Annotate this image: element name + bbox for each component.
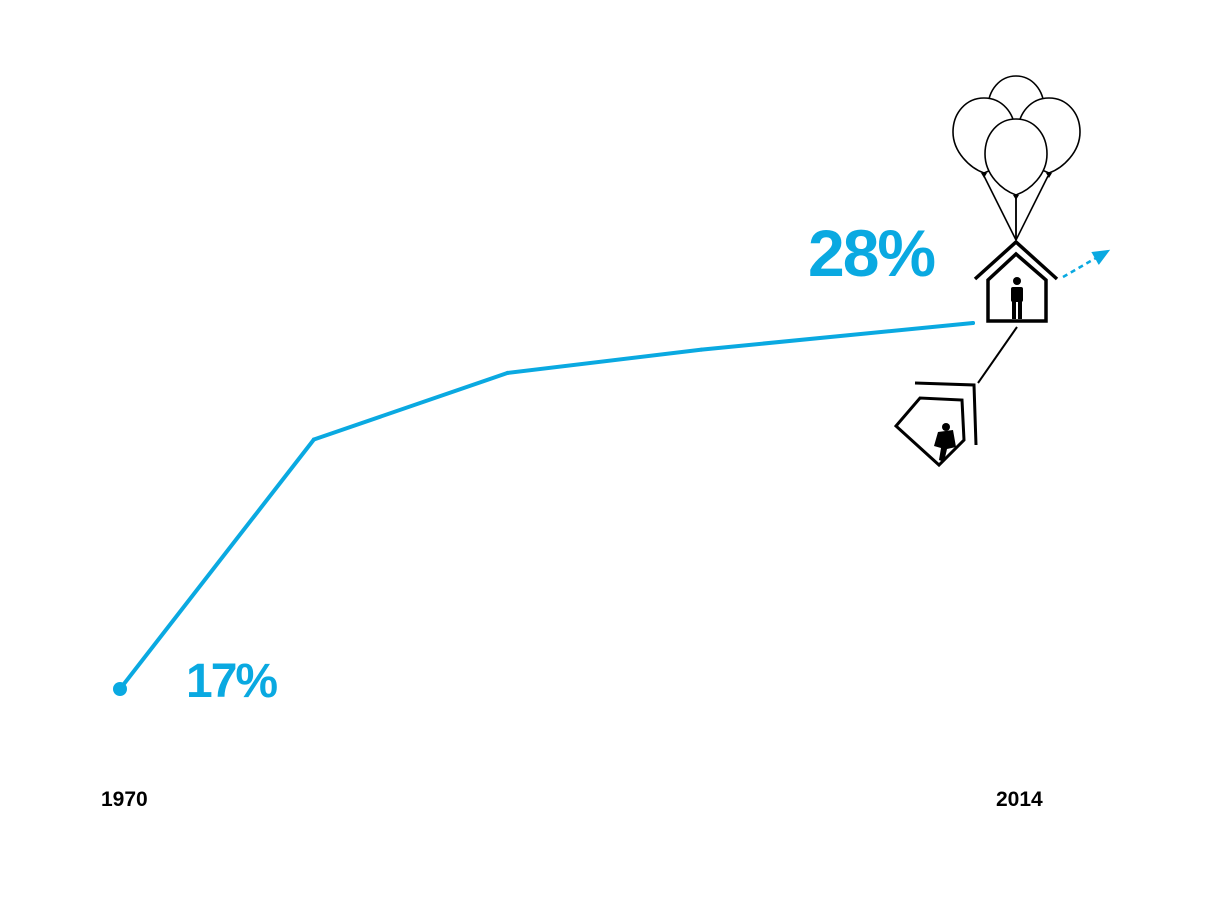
house-icon — [973, 239, 1059, 323]
data-point-2 — [505, 370, 510, 375]
balloons-icon — [952, 75, 1081, 241]
data-point-4 — [971, 321, 975, 326]
end-value-label: 28% — [808, 216, 934, 290]
start-data-point — [113, 682, 127, 696]
rope-line — [977, 326, 1018, 384]
dashed-arrow-icon — [1062, 249, 1111, 279]
series-line — [118, 321, 975, 691]
x-tick-label-end: 2014 — [996, 788, 1043, 811]
data-point-1 — [311, 437, 316, 442]
person-icon — [1011, 277, 1023, 319]
falling-person-icon — [934, 423, 956, 462]
x-tick-label-start: 1970 — [101, 788, 148, 811]
start-value-label: 17% — [186, 655, 277, 708]
data-point-3 — [699, 347, 704, 352]
tumbling-house-icon — [893, 381, 978, 468]
